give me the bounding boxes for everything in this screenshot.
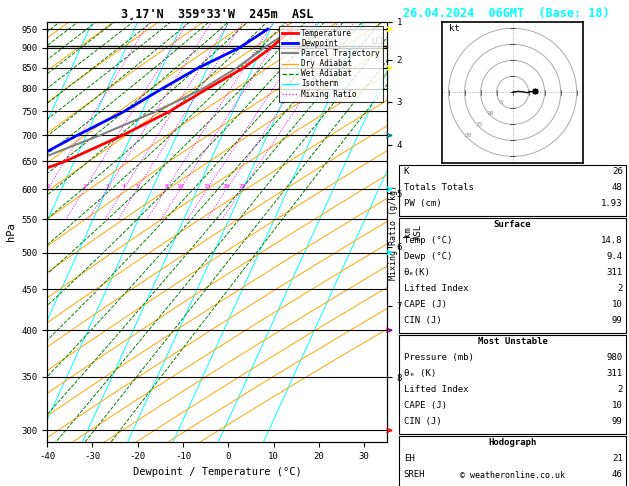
Text: 21: 21 — [612, 454, 623, 464]
Text: Mixing Ratio (g/kg): Mixing Ratio (g/kg) — [389, 185, 398, 279]
Text: CIN (J): CIN (J) — [404, 417, 442, 427]
Text: 14.8: 14.8 — [601, 236, 623, 245]
Text: Lifted Index: Lifted Index — [404, 284, 469, 294]
Text: PW (cm): PW (cm) — [404, 199, 442, 208]
Text: 26.04.2024  06GMT  (Base: 18): 26.04.2024 06GMT (Base: 18) — [403, 7, 609, 20]
Text: 48: 48 — [612, 183, 623, 192]
Text: 26: 26 — [612, 167, 623, 176]
Text: EH: EH — [404, 454, 415, 464]
Text: 4: 4 — [122, 184, 126, 189]
Text: θₑ(K): θₑ(K) — [404, 268, 431, 278]
Text: 20: 20 — [223, 184, 230, 189]
Text: Most Unstable: Most Unstable — [477, 337, 548, 347]
Text: 8: 8 — [164, 184, 168, 189]
Text: 2: 2 — [617, 284, 623, 294]
Text: Surface: Surface — [494, 220, 532, 229]
Legend: Temperature, Dewpoint, Parcel Trajectory, Dry Adiabat, Wet Adiabat, Isotherm, Mi: Temperature, Dewpoint, Parcel Trajectory… — [279, 26, 383, 102]
Text: 2: 2 — [617, 385, 623, 395]
Text: 15: 15 — [476, 122, 482, 127]
Text: 10: 10 — [486, 111, 494, 116]
Text: 99: 99 — [612, 316, 623, 326]
Text: 99: 99 — [612, 417, 623, 427]
Text: Temp (°C): Temp (°C) — [404, 236, 452, 245]
Text: 46: 46 — [612, 470, 623, 480]
Text: kt: kt — [448, 24, 459, 34]
Text: CAPE (J): CAPE (J) — [404, 300, 447, 310]
Text: θₑ (K): θₑ (K) — [404, 369, 436, 379]
Text: Dewp (°C): Dewp (°C) — [404, 252, 452, 261]
Text: 10: 10 — [612, 300, 623, 310]
Text: Pressure (mb): Pressure (mb) — [404, 353, 474, 363]
Text: 25: 25 — [238, 184, 246, 189]
Text: 1: 1 — [46, 184, 50, 189]
Text: 9.4: 9.4 — [606, 252, 623, 261]
Text: LCL: LCL — [372, 37, 386, 46]
Text: 10: 10 — [612, 401, 623, 411]
Text: Lifted Index: Lifted Index — [404, 385, 469, 395]
Text: 15: 15 — [203, 184, 211, 189]
Text: CAPE (J): CAPE (J) — [404, 401, 447, 411]
Text: CIN (J): CIN (J) — [404, 316, 442, 326]
Text: 1.93: 1.93 — [601, 199, 623, 208]
X-axis label: Dewpoint / Temperature (°C): Dewpoint / Temperature (°C) — [133, 467, 301, 477]
Text: Hodograph: Hodograph — [489, 438, 537, 448]
Text: 5: 5 — [499, 100, 503, 104]
Text: 20: 20 — [464, 133, 472, 138]
Text: 311: 311 — [606, 369, 623, 379]
Text: K: K — [404, 167, 409, 176]
Text: 980: 980 — [606, 353, 623, 363]
Text: SREH: SREH — [404, 470, 425, 480]
Text: 10: 10 — [177, 184, 184, 189]
Title: 3¸17'N  359°33'W  245m  ASL: 3¸17'N 359°33'W 245m ASL — [121, 8, 313, 21]
Text: © weatheronline.co.uk: © weatheronline.co.uk — [460, 471, 565, 480]
Text: Totals Totals: Totals Totals — [404, 183, 474, 192]
Text: 311: 311 — [606, 268, 623, 278]
Y-axis label: hPa: hPa — [6, 223, 16, 242]
Text: 5: 5 — [135, 184, 139, 189]
Text: 2: 2 — [82, 184, 86, 189]
Text: 3: 3 — [105, 184, 109, 189]
Y-axis label: km
ASL: km ASL — [403, 224, 423, 240]
